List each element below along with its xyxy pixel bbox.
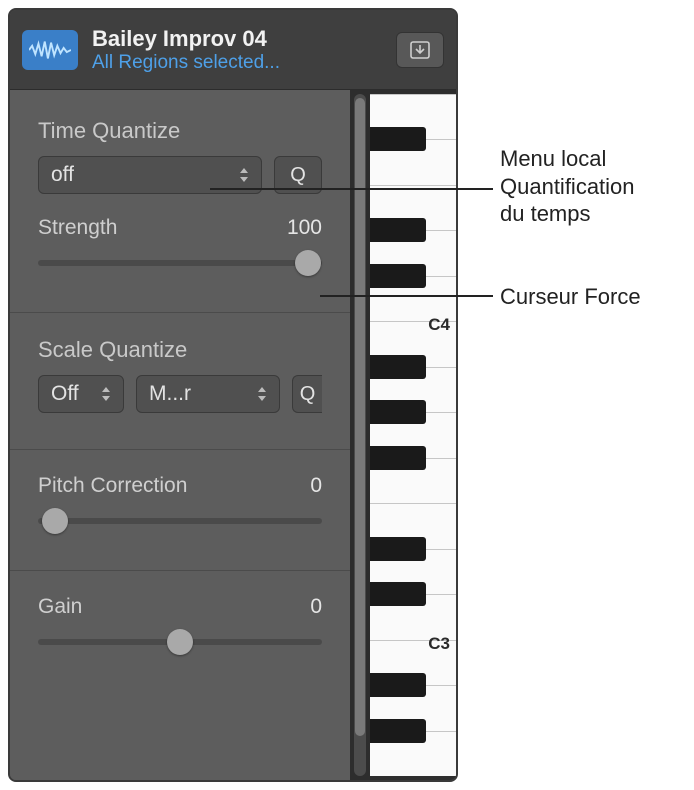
black-key[interactable] xyxy=(370,446,426,470)
scale-root-value: Off xyxy=(51,382,89,406)
key-label: C3 xyxy=(428,634,450,654)
black-key[interactable] xyxy=(370,673,426,697)
region-subtitle[interactable]: All Regions selected... xyxy=(92,52,382,74)
slider-track xyxy=(38,518,322,524)
pitch-correction-section: Pitch Correction 0 xyxy=(38,474,322,534)
black-key[interactable] xyxy=(370,400,426,424)
waveform-icon xyxy=(29,38,71,62)
section-divider xyxy=(10,312,350,313)
vertical-scrollbar[interactable] xyxy=(354,94,366,776)
scale-quantize-controls: Off M...r Q xyxy=(38,375,322,413)
scale-quantize-now-button[interactable]: Q xyxy=(292,375,322,413)
callout-line: du temps xyxy=(500,200,635,228)
time-quantize-select-value: off xyxy=(51,163,227,187)
scale-quantize-title: Scale Quantize xyxy=(38,337,322,363)
black-key[interactable] xyxy=(370,719,426,743)
callout-leader xyxy=(210,188,493,190)
scale-type-select[interactable]: M...r xyxy=(136,375,280,413)
black-key[interactable] xyxy=(370,127,426,151)
scale-type-value: M...r xyxy=(149,382,245,406)
black-key[interactable] xyxy=(370,582,426,606)
strength-value: 100 xyxy=(287,216,322,240)
slider-thumb[interactable] xyxy=(167,629,193,655)
stepper-icon xyxy=(255,387,269,401)
black-key[interactable] xyxy=(370,218,426,242)
slider-track xyxy=(38,260,322,266)
scale-root-select[interactable]: Off xyxy=(38,375,124,413)
piano-keyboard[interactable]: C4 C3 xyxy=(370,94,456,776)
scale-quantize-section: Scale Quantize Off M...r xyxy=(38,337,322,413)
download-into-box-icon xyxy=(410,41,430,59)
inspector-panel: Bailey Improv 04 All Regions selected...… xyxy=(8,8,458,782)
q-label: Q xyxy=(290,164,306,187)
gain-row: Gain 0 xyxy=(38,595,322,619)
section-divider xyxy=(10,570,350,571)
gain-slider[interactable] xyxy=(38,629,322,655)
gain-section: Gain 0 xyxy=(38,595,322,655)
callout-time-quantize-menu: Menu local Quantification du temps xyxy=(500,145,635,228)
scrollbar-handle[interactable] xyxy=(355,98,365,736)
inspector-column: Time Quantize off Q Strength 100 xyxy=(10,90,350,780)
callout-line: Menu local xyxy=(500,145,635,173)
catch-playhead-button[interactable] xyxy=(396,32,444,68)
pitch-correction-value: 0 xyxy=(310,474,322,498)
slider-thumb[interactable] xyxy=(295,250,321,276)
pitch-correction-label: Pitch Correction xyxy=(38,474,187,498)
pitch-correction-row: Pitch Correction 0 xyxy=(38,474,322,498)
header-title-block: Bailey Improv 04 All Regions selected... xyxy=(92,26,382,74)
strength-slider[interactable] xyxy=(38,250,322,276)
keyboard-area: C4 C3 xyxy=(350,90,456,780)
region-title: Bailey Improv 04 xyxy=(92,26,382,52)
section-divider xyxy=(10,449,350,450)
callout-text: Curseur Force xyxy=(500,284,641,309)
stepper-icon xyxy=(237,168,251,182)
black-key[interactable] xyxy=(370,264,426,288)
pitch-correction-slider[interactable] xyxy=(38,508,322,534)
black-key[interactable] xyxy=(370,355,426,379)
slider-thumb[interactable] xyxy=(42,508,68,534)
strength-row: Strength 100 xyxy=(38,216,322,240)
stepper-icon xyxy=(99,387,113,401)
callout-leader xyxy=(320,295,493,297)
panel-body: Time Quantize off Q Strength 100 xyxy=(10,90,456,780)
gain-label: Gain xyxy=(38,595,82,619)
callout-line: Quantification xyxy=(500,173,635,201)
time-quantize-title: Time Quantize xyxy=(38,118,322,144)
black-key[interactable] xyxy=(370,537,426,561)
callout-strength-slider: Curseur Force xyxy=(500,283,641,311)
gain-value: 0 xyxy=(310,595,322,619)
time-quantize-section: Time Quantize off Q Strength 100 xyxy=(38,118,322,276)
track-type-icon[interactable] xyxy=(22,30,78,70)
panel-header: Bailey Improv 04 All Regions selected... xyxy=(10,10,456,90)
strength-label: Strength xyxy=(38,216,117,240)
key-label: C4 xyxy=(428,315,450,335)
q-label-partial: Q xyxy=(300,383,316,406)
